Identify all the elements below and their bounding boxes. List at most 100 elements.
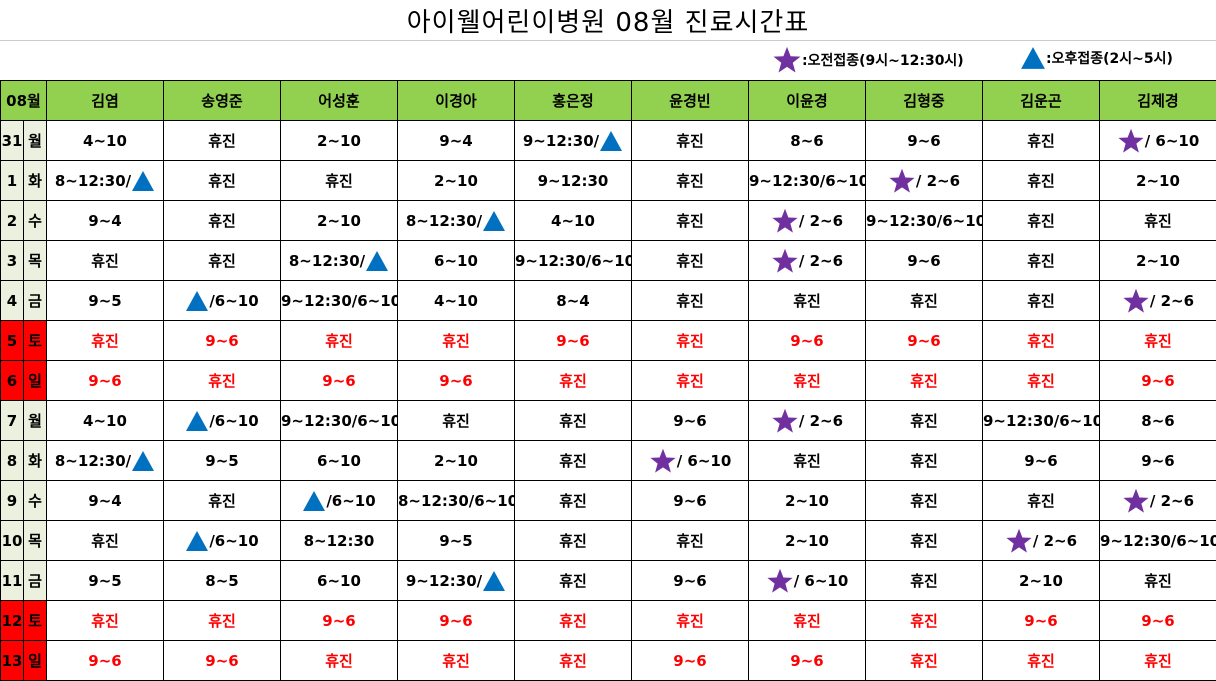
schedule-cell: 9~6 [982,600,1100,641]
schedule-cell: 휴진 [631,600,749,641]
schedule-hours: 9~12:30/6~10 [1100,531,1216,550]
schedule-cell-content: 4~10 [83,412,127,430]
schedule-hours: 휴진 [208,372,236,390]
schedule-hours: 휴진 [559,372,587,390]
schedule-cell: 휴진 [982,240,1100,281]
schedule-hours: 9~6 [439,371,473,390]
schedule-cell: 휴진 [46,240,164,281]
schedule-hours: 6~10 [317,571,361,590]
schedule-hours: 9~6 [673,491,707,510]
schedule-cell: 2~10 [397,160,515,201]
schedule-hours: 휴진 [208,212,236,230]
schedule-hours: 휴진 [91,612,119,630]
schedule-cell-content: 9~6 [88,652,121,670]
table-row: 12 토 휴진 휴진 9~6 9~6 휴진 휴진 휴진 휴진 9~6 9~6 [0,600,1216,641]
date-cell: 5 [0,320,24,361]
schedule-hours: 휴진 [1027,132,1055,150]
star-icon [1122,287,1150,315]
date-cell: 6 [0,360,24,401]
schedule-hours: 휴진 [91,332,119,350]
schedule-hours: 휴진 [1144,212,1172,230]
schedule-cell: 9~12:30/6~10 [1099,520,1216,561]
schedule-cell: 휴진 [748,600,866,641]
schedule-cell: 9~5 [46,560,164,601]
schedule-cell: 9~6 [1099,440,1216,481]
schedule-cell: 9~12:30/6~10 [514,240,632,281]
weekday-cell: 월 [23,400,47,441]
triangle-icon [302,490,326,512]
schedule-hours: 9~12:30 [537,171,609,190]
schedule-hours: 휴진 [559,412,587,430]
schedule-cell: 9~6 [748,320,866,361]
schedule-cell: 2~10 [982,560,1100,601]
schedule-cell: 2~10 [397,440,515,481]
schedule-cell: 휴진 [982,160,1100,201]
doctor-header: 이윤경 [748,80,866,121]
schedule-hours: 휴진 [559,532,587,550]
schedule-hours: 휴진 [676,292,704,310]
table-row: 9 수 9~4 휴진/6~10 8~12:30/6~10 휴진 9~6 2~10 휴진 휴진 / 2… [0,480,1216,521]
schedule-hours: 휴진 [910,492,938,510]
schedule-hours: 휴진 [1027,212,1055,230]
schedule-hours: 2~10 [434,451,478,470]
schedule-cell: 8~12:30/ [397,200,515,241]
month-header: 08월 [0,80,47,121]
date-cell: 9 [0,480,24,521]
schedule-cell: 휴진 [163,120,281,161]
schedule-hours: / 2~6 [798,411,844,430]
schedule-hours: 9~6 [1024,611,1058,630]
schedule-hours: 9~6 [673,651,707,670]
schedule-cell-content: / 2~6 [1005,527,1077,555]
schedule-cell: 6~10 [280,560,398,601]
schedule-cell-content: 휴진 [910,450,938,471]
schedule-cell-content: 휴진 [442,650,470,671]
schedule-cell: 휴진 [631,200,749,241]
schedule-hours: 휴진 [1027,172,1055,190]
schedule-cell: 4~10 [46,120,164,161]
star-icon [1005,527,1033,555]
schedule-hours: 9~5 [439,531,473,550]
schedule-cell: /6~10 [163,520,281,561]
schedule-cell: / 2~6 [748,240,866,281]
schedule-hours: 휴진 [208,492,236,510]
schedule-hours: 휴진 [325,172,353,190]
weekday-cell: 금 [23,560,47,601]
schedule-cell: 휴진 [865,440,983,481]
schedule-cell-content: 2~10 [434,172,478,190]
schedule-cell: 6~10 [280,440,398,481]
schedule-cell-content: 2~10 [434,452,478,470]
schedule-hours: 9~6 [88,371,122,390]
schedule-cell-content: 휴진 [325,170,353,191]
schedule-hours: 휴진 [1027,252,1055,270]
schedule-cell: / 6~10 [1099,120,1216,161]
schedule-hours: 휴진 [910,532,938,550]
schedule-cell-content: 8~4 [556,292,589,310]
schedule-cell-content: 휴진 [676,250,704,271]
schedule-cell: 휴진 [982,280,1100,321]
schedule-cell: 휴진 [163,160,281,201]
star-icon [766,567,794,595]
table-row: 5 토 휴진 9~6 휴진 휴진 9~6 휴진 9~6 9~6 휴진 휴진 [0,320,1216,361]
schedule-cell-content: 9~12:30/6~10 [282,412,397,430]
schedule-cell-content: / 2~6 [771,407,843,435]
schedule-cell-content: 2~10 [785,532,829,550]
schedule-cell: 휴진 [631,360,749,401]
star-icon [771,247,799,275]
date-cell: 11 [0,560,24,601]
schedule-cell: 휴진 [514,640,632,681]
schedule-cell: 8~6 [1099,400,1216,441]
schedule-hours: 휴진 [676,252,704,270]
schedule-cell: / 2~6 [1099,280,1216,321]
schedule-cell-content: 9~4 [88,212,121,230]
schedule-hours: 8~6 [1141,411,1175,430]
legend: :오전접종(9시~12:30시) :오후접종(2시~5시) [0,45,1216,75]
schedule-cell: 8~6 [748,120,866,161]
schedule-cell-content: /6~10 [185,530,259,552]
schedule-cell-content: 9~12:30/6~10 [750,172,865,190]
schedule-hours: 9~6 [439,611,473,630]
date-cell: 1 [0,160,24,201]
schedule-cell: 9~5 [397,520,515,561]
schedule-cell-content: 휴진 [91,330,119,351]
schedule-hours: 휴진 [910,452,938,470]
schedule-cell-content: 휴진 [910,610,938,631]
